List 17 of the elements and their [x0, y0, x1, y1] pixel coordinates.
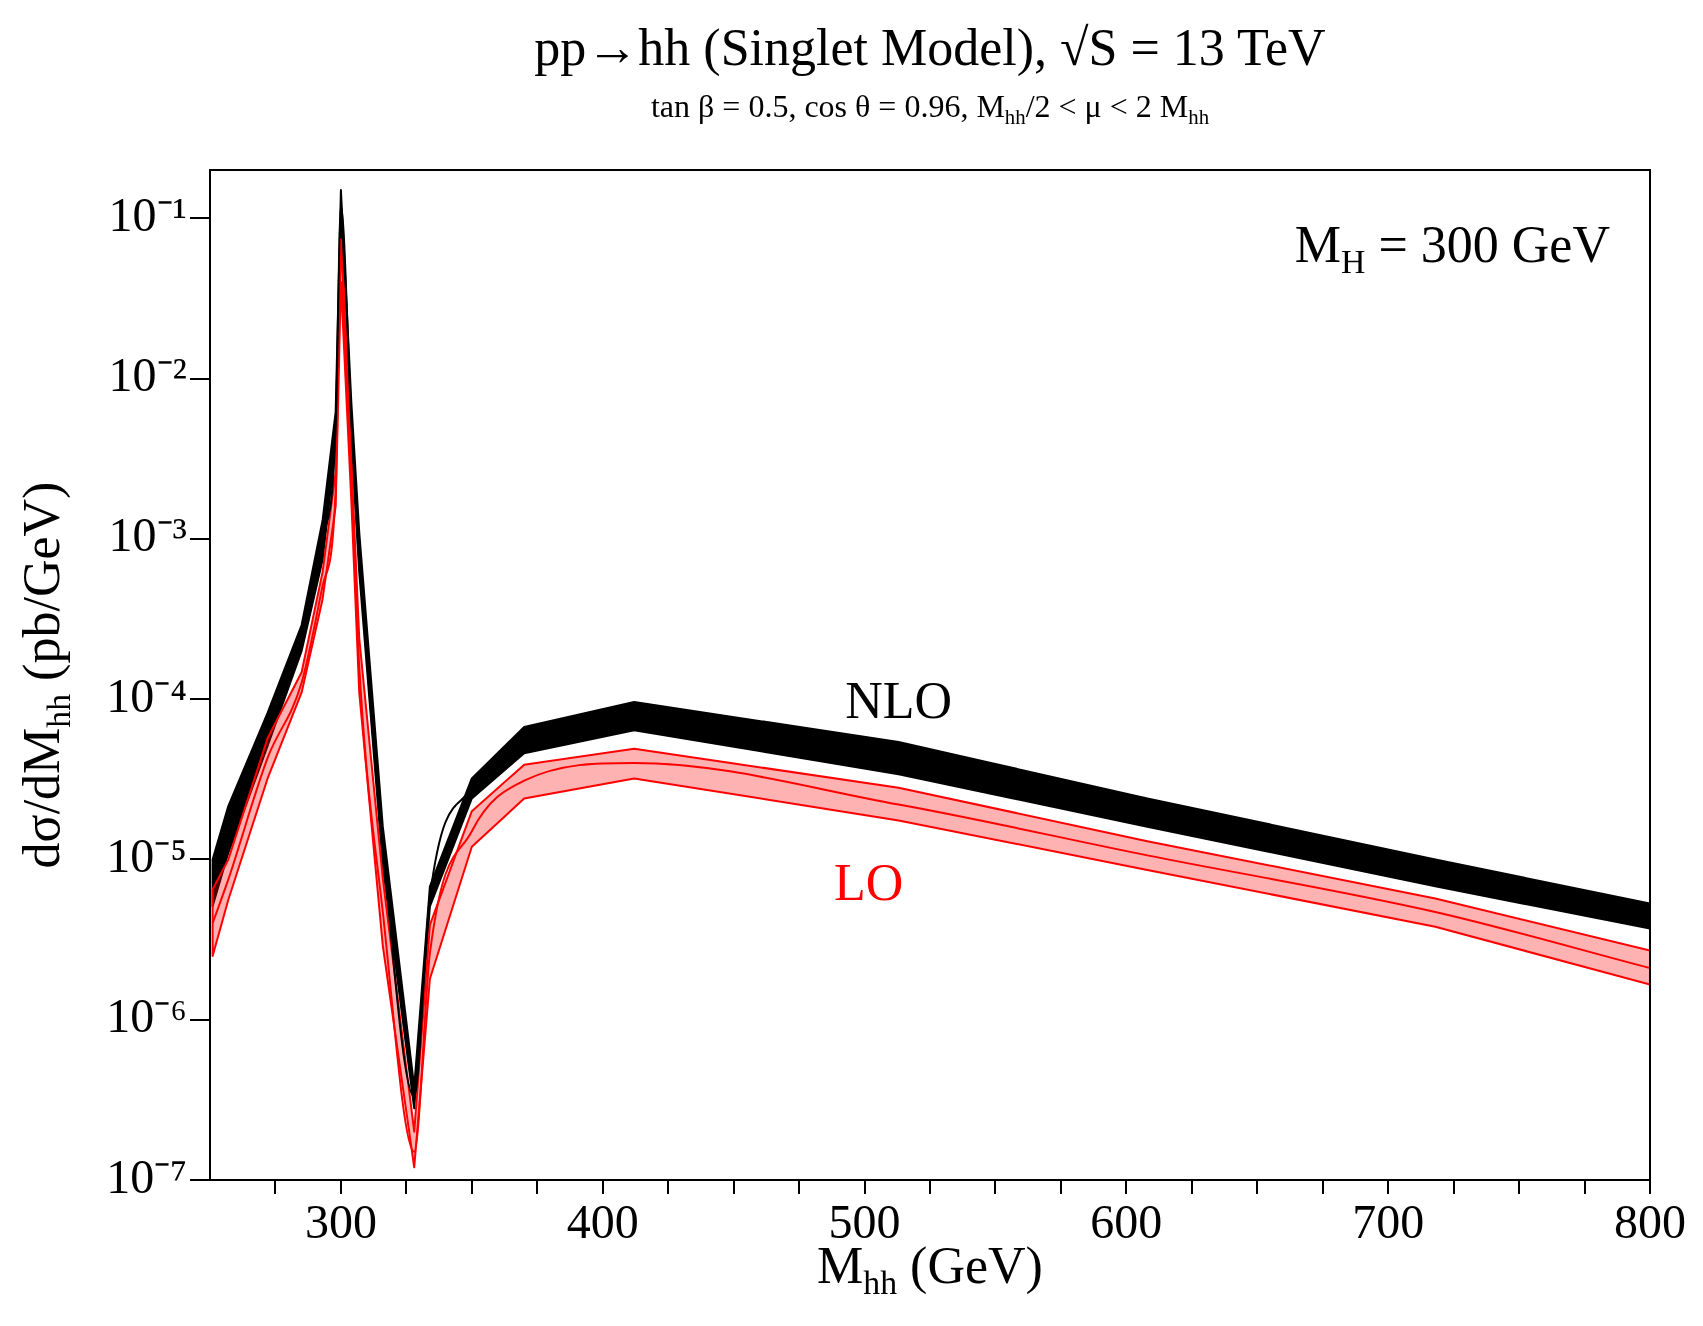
- chart-subtitle: tan β = 0.5, cos θ = 0.96, M$_{hh}$/2 < μ < 2 M$_{hh}$: [650, 88, 1210, 130]
- x-tick-label: 700: [1352, 1195, 1425, 1249]
- x-tick-label: 600: [1090, 1195, 1163, 1249]
- series-label: NLO: [845, 671, 953, 729]
- x-tick-label: 300: [304, 1195, 377, 1249]
- y-tick-label: 10⁻³: [108, 508, 187, 562]
- y-tick-label: 10⁻¹: [108, 187, 187, 241]
- x-tick-label: 800: [1614, 1195, 1686, 1249]
- annotation: M$_{H}$ = 300 GeV: [1294, 215, 1610, 282]
- y-tick-label: 10⁻⁴: [106, 668, 187, 722]
- y-tick-label: 10⁻⁷: [106, 1149, 187, 1203]
- chart-title: pp→hh (Singlet Model), √S = 13 TeV: [534, 18, 1326, 77]
- x-tick-label: 400: [566, 1195, 639, 1249]
- y-tick-label: 10⁻²: [108, 348, 187, 402]
- series-label: LO: [833, 854, 904, 912]
- y-tick-label: 10⁻⁵: [106, 829, 187, 883]
- y-tick-label: 10⁻⁶: [106, 989, 187, 1043]
